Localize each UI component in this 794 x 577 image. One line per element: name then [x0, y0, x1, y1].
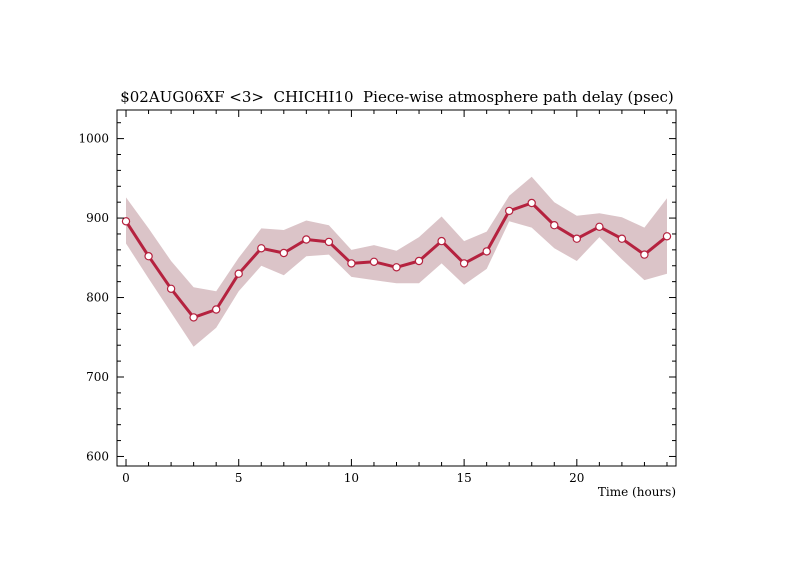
- data-point: [617, 234, 627, 243]
- series-line-segment: [530, 201, 556, 227]
- data-point: [437, 236, 446, 246]
- series-line-segment: [282, 238, 308, 255]
- series-line-segment: [417, 239, 444, 263]
- data-point: [189, 313, 198, 322]
- y-tick-label: 900: [86, 211, 109, 225]
- data-point: [324, 237, 334, 247]
- series-line-segment: [124, 219, 151, 258]
- x-tick-label: 15: [456, 471, 471, 485]
- data-point: [640, 250, 649, 259]
- data-point: [121, 217, 131, 226]
- data-point: [279, 248, 288, 258]
- y-tick-label: 600: [86, 450, 109, 464]
- axis-ticks: [117, 110, 676, 466]
- series-line-segment: [440, 239, 466, 265]
- x-tick-label: 10: [344, 471, 359, 485]
- data-point: [302, 235, 311, 244]
- series-line-segment: [214, 272, 241, 311]
- data-point: [414, 256, 424, 266]
- y-tick-label: 800: [86, 291, 109, 305]
- data-point: [527, 198, 536, 208]
- y-tick-label: 1000: [78, 132, 109, 146]
- data-point: [166, 284, 176, 293]
- x-tick-labels: 0 5 10 15 20: [122, 471, 584, 485]
- y-tick-labels: 600 700 800 900 1000: [78, 132, 109, 464]
- series-line-segment: [237, 246, 263, 276]
- series-line-segment: [575, 225, 601, 241]
- data-point: [257, 244, 266, 253]
- uncertainty-band: [126, 176, 667, 347]
- series-line-segment: [620, 237, 646, 257]
- chart-title: $02AUG06XF <3> CHICHI10 Piece-wise atmos…: [120, 88, 674, 106]
- x-tick-label: 0: [122, 471, 130, 485]
- series-line-segment: [642, 234, 669, 257]
- series-line-segment: [169, 287, 196, 319]
- series-line-segment: [552, 223, 579, 241]
- data-point: [369, 257, 379, 266]
- data-point: [550, 220, 559, 230]
- data-point: [234, 269, 243, 278]
- plot-frame: [116, 109, 677, 467]
- data-point: [662, 232, 672, 241]
- series-line-segment: [327, 240, 353, 265]
- series-line-segment: [597, 225, 624, 241]
- data-point: [347, 259, 356, 268]
- x-tick-label: 20: [569, 471, 584, 485]
- y-tick-label: 700: [86, 370, 109, 384]
- data-point: [482, 247, 491, 256]
- data-point-layer: [121, 198, 672, 322]
- uncertainty-band-layer: [126, 176, 667, 347]
- data-point: [595, 222, 604, 231]
- x-axis-label: Time (hours): [598, 485, 676, 499]
- data-point: [211, 305, 221, 314]
- data-point: [392, 263, 401, 272]
- data-point: [459, 259, 469, 268]
- data-point: [505, 206, 514, 216]
- series-line-segment: [485, 209, 511, 253]
- data-point: [144, 252, 153, 261]
- data-point: [572, 234, 582, 243]
- x-tick-label: 5: [235, 471, 243, 485]
- series-line-segment: [462, 249, 489, 265]
- series-line-segment: [147, 254, 173, 291]
